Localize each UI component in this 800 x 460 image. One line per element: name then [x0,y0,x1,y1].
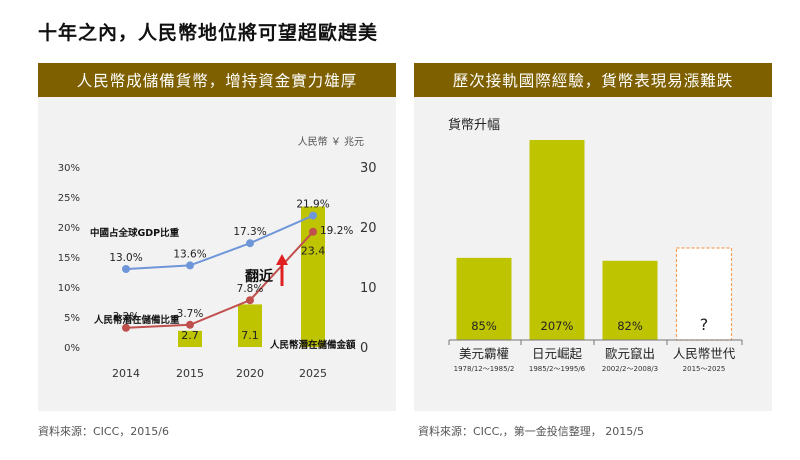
reserve-share-label: 7.8% [237,283,264,295]
right-chart-panel: 歷次接軌國際經驗，貨幣表現易漲難跌 貨幣升幅 85% 207% 82%? 美元霸權 197… [414,63,772,411]
gdp-share-label: 21.9% [296,199,329,211]
reserve-share-line [125,231,314,329]
category-period: 2015～2025 [683,365,726,373]
bar-value-label: 207% [541,319,574,333]
bar-value-label: 23.4 [301,245,326,258]
gdp-share-label: 13.6% [173,248,206,260]
bar-currency-gain [529,140,585,340]
reserve-share-point [309,227,317,236]
left-source-note: 資料來源：CICC，2015/6 [38,425,169,438]
bar-placeholder [675,247,733,341]
reserve-share-point [246,296,254,305]
reserve-share-label: 3.7% [177,308,204,320]
left-axis-tick: 30% [58,163,80,174]
bar-value-label: 2.7 [181,329,199,342]
right-source-note: 資料來源：CICC,，第一金投信整理， 2015/5 [418,425,644,438]
reserve-share-label: 19.2% [320,225,353,237]
growth-arrow-head [276,254,288,265]
category-name: 人民幣世代 [673,346,736,361]
right-axis-tick: 0 [360,341,368,356]
reserve-share-label: 3.2% [113,311,140,323]
left-combo-chart: 0% 5% 10% 15% 20% 25% 30% 0 10 20 30 人民幣 ￥ 兆元 2.7 7.1… [58,136,377,380]
growth-annotation: 翻近 [245,268,273,285]
bar-currency-gain [602,260,658,340]
x-axis-tick: 2015 [176,367,204,380]
gdp-share-point [122,265,130,273]
gdp-share-series-name: 中國占全球GDP比重 [90,227,180,239]
x-axis-tick: 2025 [299,367,327,380]
reserve-share-point [186,320,194,329]
category-period: 1985/2～1995/6 [529,365,586,373]
right-axis-tick: 10 [360,281,377,296]
bar-value-label: 7.1 [241,329,259,342]
right-panel-header: 歷次接軌國際經驗，貨幣表現易漲難跌 [414,63,772,97]
reserve-amount-series-name: 人民幣潛在儲備金額 [270,339,356,351]
right-axis-tick: 20 [360,221,377,236]
category-name: 歐元竄出 [605,346,655,361]
right-bar-chart: 貨幣升幅 85% 207% 82% ? 美元霸權 1978/12～1985/2 日元崛起 198… [448,117,743,373]
category-name: 美元霸權 [459,346,509,361]
right-axis-tick: 30 [360,161,377,176]
reserve-share-series-name: 人民幣潛在儲備比重 [94,314,180,326]
gdp-share-point [186,261,194,270]
category-period: 1978/12～1985/2 [454,365,515,373]
bar-currency-gain [456,257,512,340]
category-period: 2002/2～2008/3 [602,365,658,373]
left-chart-panel: 人民幣成儲備貨幣，增持資金實力雄厚 0% 5% 10% 15% 20% 25% 30% 0 10… [38,63,396,411]
x-axis-tick: 2020 [236,367,264,380]
left-axis-tick: 20% [58,223,80,234]
bar-reserve-amount [178,330,202,347]
gdp-share-point [309,211,317,220]
right-axis-unit: 人民幣 ￥ 兆元 [298,136,364,148]
bar-value-label: 82% [617,319,643,333]
y-axis-title: 貨幣升幅 [448,117,500,133]
gdp-share-label: 13.0% [109,252,142,264]
category-name: 日元崛起 [532,346,583,361]
bar-reserve-amount [238,304,262,347]
x-axis-tick: 2014 [112,367,140,380]
gdp-share-point [246,239,254,248]
bar-value-label: ? [700,315,709,334]
left-axis-tick: 0% [64,343,80,354]
page-title: 十年之內，人民幣地位將可望超歐趕美 [38,22,379,44]
left-axis-tick: 15% [58,253,80,264]
left-panel-header: 人民幣成儲備貨幣，增持資金實力雄厚 [38,63,396,97]
reserve-share-point [122,323,130,332]
gdp-share-line [125,214,314,270]
left-axis-tick: 25% [58,193,80,204]
left-axis-tick: 10% [58,283,80,294]
gdp-share-label: 17.3% [233,226,266,238]
bar-value-label: 85% [471,319,497,333]
left-axis-tick: 5% [64,313,80,324]
